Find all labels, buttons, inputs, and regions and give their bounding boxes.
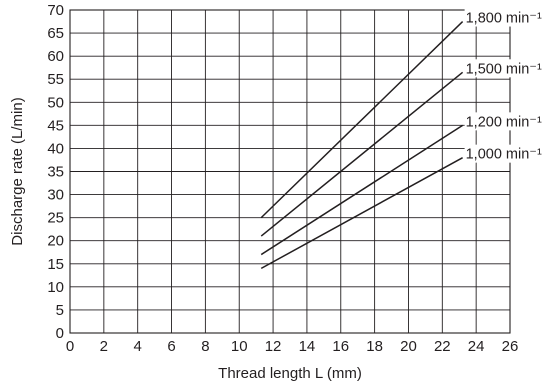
y-tick-label: 50 [47,94,64,111]
y-tick-label: 5 [56,302,64,319]
y-tick-label: 10 [47,279,64,296]
x-tick-label: 4 [134,338,142,355]
y-tick-label: 40 [47,140,64,157]
series-label: 1,000 min⁻¹ [466,147,542,163]
series-line [260,124,464,256]
y-tick-label: 15 [47,256,64,273]
series-line [260,156,463,270]
x-tick-label: 24 [468,338,485,355]
x-tick-label: 12 [265,338,282,355]
series-label: 1,800 min⁻¹ [466,11,542,27]
series-line [260,71,464,237]
x-tick-label: 20 [400,338,417,355]
plot-frame [69,9,511,334]
y-tick-label: 70 [47,2,64,19]
y-tick-label: 0 [56,325,64,342]
x-tick-label: 14 [299,338,316,355]
y-tick-label: 55 [47,71,64,88]
series-label-bg [464,8,525,27]
x-tick-label: 2 [100,338,108,355]
series-label-bg [464,59,525,78]
x-axis-label: Thread length L (mm) [218,365,362,382]
y-tick-label: 45 [47,117,64,134]
x-tick-label: 8 [201,338,209,355]
series-labels: 1,800 min⁻¹ 1,500 min⁻¹ 1,200 min⁻¹ 1,000 m… [464,8,542,163]
y-tick-label: 30 [47,187,64,204]
x-tick-label: 26 [502,338,519,355]
y-tick-label: 25 [47,210,64,227]
grid [69,9,511,334]
series-label-bg [464,112,525,131]
series-label-bg [464,144,525,163]
x-tick-label: 10 [231,338,248,355]
series-label: 1,200 min⁻¹ [466,114,542,130]
y-tick-label: 20 [47,233,64,250]
series-line [260,20,464,219]
y-tick-label: 65 [47,25,64,42]
x-tick-label: 22 [434,338,451,355]
x-tick-label: 0 [66,338,74,355]
y-tick-label: 60 [47,48,64,65]
x-tick-label: 18 [366,338,383,355]
tick-labels: 0 2 4 6 8 10 12 14 16 18 20 22 24 2605101520253035404… [47,2,518,355]
series-lines [260,20,464,270]
y-axis-label: Discharge rate (L/min) [9,97,26,245]
x-tick-label: 16 [332,338,349,355]
series-label: 1,500 min⁻¹ [466,61,542,77]
y-tick-label: 35 [47,164,64,181]
x-tick-label: 6 [167,338,175,355]
